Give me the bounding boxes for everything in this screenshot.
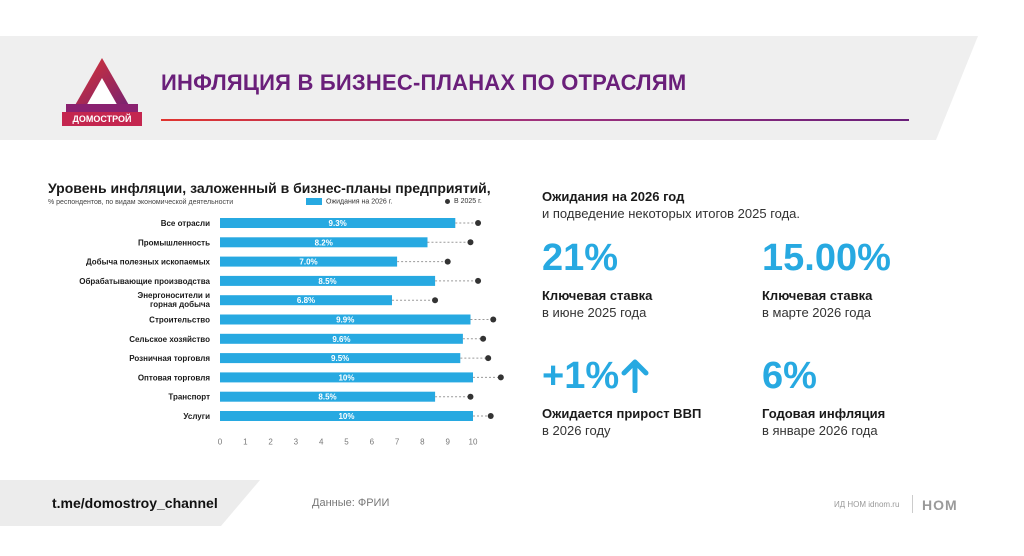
bar-value-label: 8.5% xyxy=(318,393,336,402)
bar-2026 xyxy=(220,411,473,421)
bar-2026 xyxy=(220,237,428,248)
dot-2025 xyxy=(480,335,487,342)
x-tick-label: 7 xyxy=(395,437,400,446)
chart-subtitle: % респондентов, по видам экономической д… xyxy=(48,199,234,206)
x-tick-label: 0 xyxy=(218,437,223,446)
dot-2025 xyxy=(487,413,494,419)
category-label: Розничная торговля xyxy=(129,354,210,363)
bar-2026 xyxy=(220,353,461,364)
inflation-bar-chart: Все отрасли 9.3% Промышленность 8.2% Добыча … xyxy=(79,218,504,446)
dot-2025 xyxy=(497,374,504,381)
category-label: Все отрасли xyxy=(161,219,210,228)
bar-2026 xyxy=(220,333,463,344)
side-heading: Ожидания на 2026 год xyxy=(542,189,685,204)
bar-value-label: 6.8% xyxy=(297,296,315,305)
x-tick-label: 9 xyxy=(445,437,450,446)
category-label: Промышленность xyxy=(138,238,210,247)
data-source: Данные: ФРИИ xyxy=(312,497,390,509)
domostroy-logo xyxy=(66,58,138,114)
x-tick-label: 2 xyxy=(268,437,273,446)
stat-value: 15.00% xyxy=(762,237,891,279)
x-tick-label: 3 xyxy=(294,437,299,446)
legend-swatch-bar xyxy=(306,198,322,205)
category-label: Сельское хозяйство xyxy=(129,335,210,344)
stat-desc: в марте 2026 года xyxy=(762,305,872,320)
channel-link[interactable]: t.me/domostroy_channel xyxy=(52,495,218,511)
stat-label: Ожидается прирост ВВП xyxy=(542,406,702,421)
bar-2026 xyxy=(220,218,456,228)
stat-desc: в 2026 году xyxy=(542,423,611,438)
bar-2026 xyxy=(220,256,398,267)
x-tick-label: 8 xyxy=(420,437,425,446)
dot-2025 xyxy=(444,258,451,265)
stat-annual-inflation: 6% Годовая инфляция в январе 2026 года xyxy=(762,356,885,438)
x-tick-label: 4 xyxy=(319,437,324,446)
category-label: Обрабатывающие производства xyxy=(79,277,210,286)
side-subheading: и подведение некоторых итогов 2025 года. xyxy=(542,206,801,221)
footer-band xyxy=(0,480,260,526)
bar-value-label: 10% xyxy=(338,373,354,382)
stat-key-rate-june: 21% Ключевая ставка в июне 2025 года xyxy=(542,238,652,320)
x-tick-label: 10 xyxy=(469,437,478,446)
stat-value: +1% xyxy=(542,355,620,397)
stat-key-rate-march: 15.00% Ключевая ставка в марте 2026 года xyxy=(762,238,891,320)
dot-2025 xyxy=(467,239,474,246)
stat-label: Годовая инфляция xyxy=(762,406,886,421)
bar-value-label: 9.6% xyxy=(332,335,350,344)
dot-2025 xyxy=(490,316,497,323)
hom-logo: НОМ xyxy=(922,497,958,513)
x-tick-label: 1 xyxy=(243,437,248,446)
title-divider xyxy=(161,119,909,121)
legend-item-2025: В 2025 г. xyxy=(445,198,482,205)
bar-2026 xyxy=(220,295,392,306)
stat-label: Ключевая ставка xyxy=(542,288,653,303)
bar-2026 xyxy=(220,275,436,286)
category-label: Транспорт xyxy=(168,393,210,402)
bar-value-label: 8.2% xyxy=(315,238,333,247)
logo-text: ДОМОСТРОЙ xyxy=(62,112,142,126)
bar-2026 xyxy=(220,391,436,402)
bar-value-label: 9.5% xyxy=(331,354,349,363)
stat-value: 6% xyxy=(762,355,817,397)
category-label: Энергоносители и горная добыча xyxy=(138,291,211,309)
bar-value-label: 8.5% xyxy=(318,277,336,286)
credit-text: ИД НОМ idnom.ru xyxy=(834,500,900,509)
bar-value-label: 10% xyxy=(338,412,354,421)
bar-value-label: 9.3% xyxy=(329,219,347,228)
category-label: Добыча полезных ископаемых xyxy=(86,258,211,267)
bar-value-label: 9.9% xyxy=(336,316,354,325)
x-tick-label: 6 xyxy=(370,437,375,446)
bar-2026 xyxy=(220,372,473,383)
category-label: Услуги xyxy=(183,412,210,421)
legend-label-2025: В 2025 г. xyxy=(454,198,482,205)
header-band xyxy=(0,36,978,140)
stat-label: Ключевая ставка xyxy=(762,288,873,303)
page-title: ИНФЛЯЦИЯ В БИЗНЕС-ПЛАНАХ ПО ОТРАСЛЯМ xyxy=(161,70,687,95)
dot-2025 xyxy=(475,277,482,284)
bar-2026 xyxy=(220,314,471,325)
legend-swatch-dot xyxy=(445,198,450,204)
legend-item-2026: Ожидания на 2026 г. xyxy=(306,198,392,205)
dot-2025 xyxy=(467,393,474,400)
stat-gdp-growth: +1% Ожидается прирост ВВП в 2026 году xyxy=(542,356,701,438)
x-tick-label: 5 xyxy=(344,437,349,446)
stat-desc: в июне 2025 года xyxy=(542,305,647,320)
dot-2025 xyxy=(475,220,482,226)
dot-2025 xyxy=(485,355,492,362)
stat-desc: в январе 2026 года xyxy=(762,423,878,438)
category-label: Оптовая торговля xyxy=(138,373,211,382)
footer-divider xyxy=(912,495,913,513)
legend-label-2026: Ожидания на 2026 г. xyxy=(326,198,393,206)
arrow-up-icon xyxy=(621,359,649,393)
bar-value-label: 7.0% xyxy=(299,258,317,267)
category-label: Строительство xyxy=(149,316,210,325)
stat-value: 21% xyxy=(542,237,619,279)
dot-2025 xyxy=(432,297,439,304)
chart-title: Уровень инфляции, заложенный в бизнес-пл… xyxy=(48,180,491,196)
